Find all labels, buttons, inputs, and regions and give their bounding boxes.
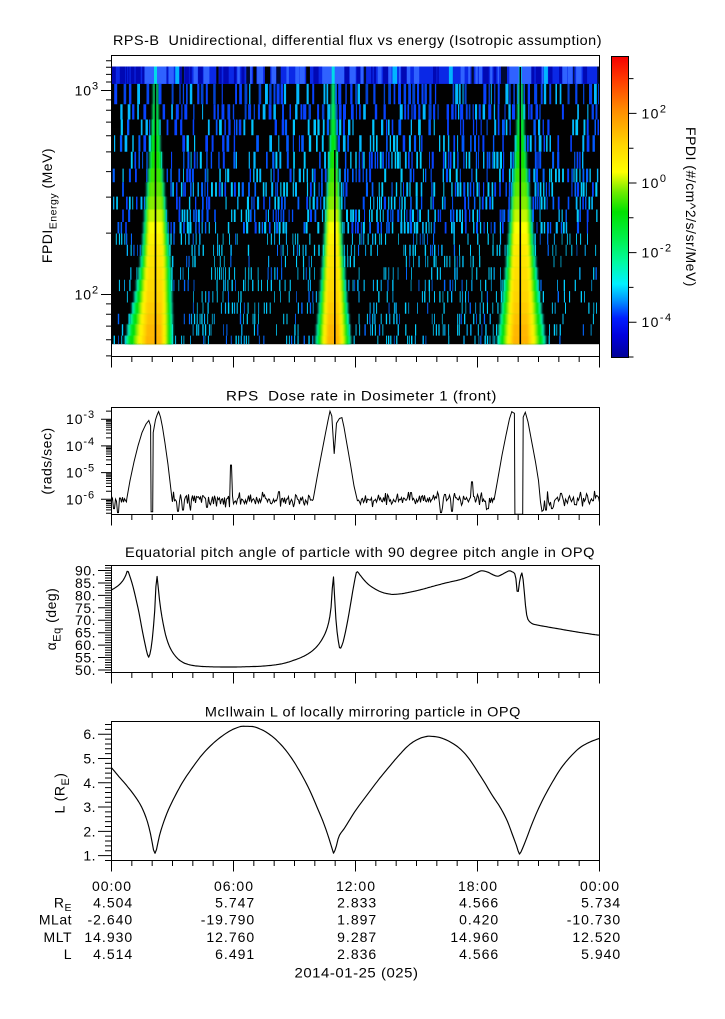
svg-text:4.514: 4.514 bbox=[93, 946, 133, 962]
svg-text:FPDI (#/cm^2/s/sr/MeV): FPDI (#/cm^2/s/sr/MeV) bbox=[683, 127, 699, 287]
svg-text:75.: 75. bbox=[75, 600, 96, 616]
svg-text:14.930: 14.930 bbox=[84, 929, 133, 945]
svg-text:Equatorial pitch angle of part: Equatorial pitch angle of particle with … bbox=[125, 544, 595, 560]
svg-text:-2.640: -2.640 bbox=[87, 912, 133, 928]
svg-text:5.940: 5.940 bbox=[581, 946, 621, 962]
svg-text:2.836: 2.836 bbox=[337, 946, 377, 962]
svg-text:6.: 6. bbox=[83, 726, 96, 742]
svg-text:100: 100 bbox=[642, 173, 668, 191]
svg-text:85.: 85. bbox=[75, 575, 96, 591]
svg-text:FPDIEnergy (MeV): FPDIEnergy (MeV) bbox=[39, 148, 60, 263]
svg-text:L (RE): L (RE) bbox=[52, 773, 73, 814]
svg-text:10-4: 10-4 bbox=[642, 312, 673, 330]
svg-text:12:00: 12:00 bbox=[336, 878, 376, 894]
svg-text:6.491: 6.491 bbox=[215, 946, 255, 962]
svg-text:10-2: 10-2 bbox=[642, 243, 673, 261]
svg-text:9.287: 9.287 bbox=[337, 929, 377, 945]
svg-text:18:00: 18:00 bbox=[458, 878, 498, 894]
svg-text:3.: 3. bbox=[83, 799, 96, 815]
svg-text:0.420: 0.420 bbox=[459, 912, 499, 928]
svg-text:RPS Dose rate in Dosimeter 1: RPS Dose rate in Dosimeter 1 (front) bbox=[226, 388, 497, 404]
svg-text:10-5: 10-5 bbox=[66, 463, 95, 481]
svg-text:00:00: 00:00 bbox=[92, 878, 132, 894]
svg-text:65.: 65. bbox=[75, 625, 96, 641]
svg-text:12.760: 12.760 bbox=[206, 929, 255, 945]
svg-text:14.960: 14.960 bbox=[450, 929, 499, 945]
svg-text:1.897: 1.897 bbox=[337, 912, 377, 928]
svg-text:αEq (deg): αEq (deg) bbox=[43, 588, 64, 651]
svg-text:50.: 50. bbox=[75, 662, 96, 678]
svg-text:4.566: 4.566 bbox=[459, 895, 499, 911]
svg-text:10-4: 10-4 bbox=[66, 436, 95, 454]
svg-text:4.566: 4.566 bbox=[459, 946, 499, 962]
svg-text:-19.790: -19.790 bbox=[201, 912, 255, 928]
svg-text:102: 102 bbox=[642, 103, 668, 121]
svg-text:5.: 5. bbox=[83, 751, 96, 767]
svg-text:70.: 70. bbox=[75, 612, 96, 628]
svg-text:06:00: 06:00 bbox=[214, 878, 254, 894]
svg-text:MLat: MLat bbox=[39, 912, 72, 928]
svg-text:McIlwain L of locally mirrorin: McIlwain L of locally mirroring particle… bbox=[205, 704, 521, 720]
svg-text:80.: 80. bbox=[75, 587, 96, 603]
svg-text:5.734: 5.734 bbox=[581, 895, 621, 911]
svg-text:MLT: MLT bbox=[44, 929, 72, 945]
svg-text:90.: 90. bbox=[75, 563, 96, 579]
svg-text:60.: 60. bbox=[75, 637, 96, 653]
svg-text:2.: 2. bbox=[83, 823, 96, 839]
svg-text:RPS-B Unidirectional, differe: RPS-B Unidirectional, differential flux … bbox=[113, 32, 602, 48]
svg-text:55.: 55. bbox=[75, 650, 96, 666]
svg-text:4.504: 4.504 bbox=[93, 895, 133, 911]
svg-text:4.: 4. bbox=[83, 775, 96, 791]
svg-text:102: 102 bbox=[75, 285, 99, 303]
svg-text:-10.730: -10.730 bbox=[567, 912, 621, 928]
svg-text:5.747: 5.747 bbox=[215, 895, 255, 911]
svg-text:1.: 1. bbox=[83, 848, 96, 864]
svg-text:10-3: 10-3 bbox=[66, 409, 95, 427]
svg-text:2014-01-25 (025): 2014-01-25 (025) bbox=[295, 965, 419, 981]
svg-text:L: L bbox=[64, 946, 72, 962]
svg-text:2.833: 2.833 bbox=[337, 895, 377, 911]
svg-text:103: 103 bbox=[75, 81, 99, 99]
svg-text:12.520: 12.520 bbox=[572, 929, 621, 945]
svg-text:10-6: 10-6 bbox=[66, 489, 95, 507]
svg-text:00:00: 00:00 bbox=[580, 878, 620, 894]
svg-text:(rads/sec): (rads/sec) bbox=[39, 427, 55, 494]
